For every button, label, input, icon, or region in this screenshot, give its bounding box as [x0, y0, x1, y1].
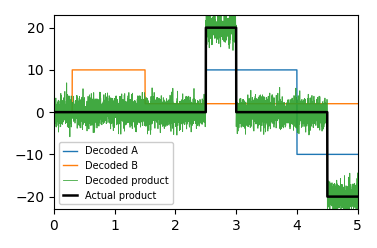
Decoded B: [52, 111, 56, 114]
Decoded A: [302, 153, 306, 156]
Decoded product: [302, 117, 306, 120]
Actual product: [168, 111, 172, 114]
Decoded A: [52, 111, 56, 114]
Line: Decoded B: Decoded B: [54, 70, 358, 112]
Actual product: [356, 195, 360, 198]
Line: Actual product: Actual product: [54, 28, 358, 197]
Legend: Decoded A, Decoded B, Decoded product, Actual product: Decoded A, Decoded B, Decoded product, A…: [59, 142, 173, 204]
Decoded product: [342, 219, 346, 222]
Decoded product: [278, 117, 283, 120]
Decoded product: [52, 107, 56, 110]
Line: Decoded A: Decoded A: [54, 70, 358, 154]
Decoded A: [278, 68, 283, 71]
Decoded B: [234, 102, 238, 105]
Actual product: [204, 26, 208, 29]
Decoded B: [107, 68, 112, 71]
Actual product: [107, 111, 111, 114]
Decoded A: [249, 68, 254, 71]
Actual product: [325, 195, 329, 198]
Decoded product: [107, 106, 111, 109]
Actual product: [278, 111, 283, 114]
Decoded product: [249, 106, 254, 109]
Decoded product: [356, 202, 360, 205]
Decoded A: [234, 68, 238, 71]
Decoded B: [70, 68, 74, 71]
Actual product: [234, 26, 238, 29]
Actual product: [302, 111, 306, 114]
Decoded product: [168, 97, 172, 100]
Decoded A: [204, 68, 208, 71]
Decoded B: [302, 102, 306, 105]
Decoded product: [234, 27, 238, 30]
Decoded B: [168, 102, 172, 105]
Decoded B: [278, 102, 283, 105]
Decoded A: [356, 153, 360, 156]
Decoded A: [107, 111, 111, 114]
Actual product: [52, 111, 56, 114]
Decoded B: [356, 102, 360, 105]
Decoded A: [168, 111, 172, 114]
Line: Decoded product: Decoded product: [54, 0, 358, 221]
Decoded B: [249, 102, 254, 105]
Actual product: [249, 111, 254, 114]
Decoded A: [295, 153, 299, 156]
